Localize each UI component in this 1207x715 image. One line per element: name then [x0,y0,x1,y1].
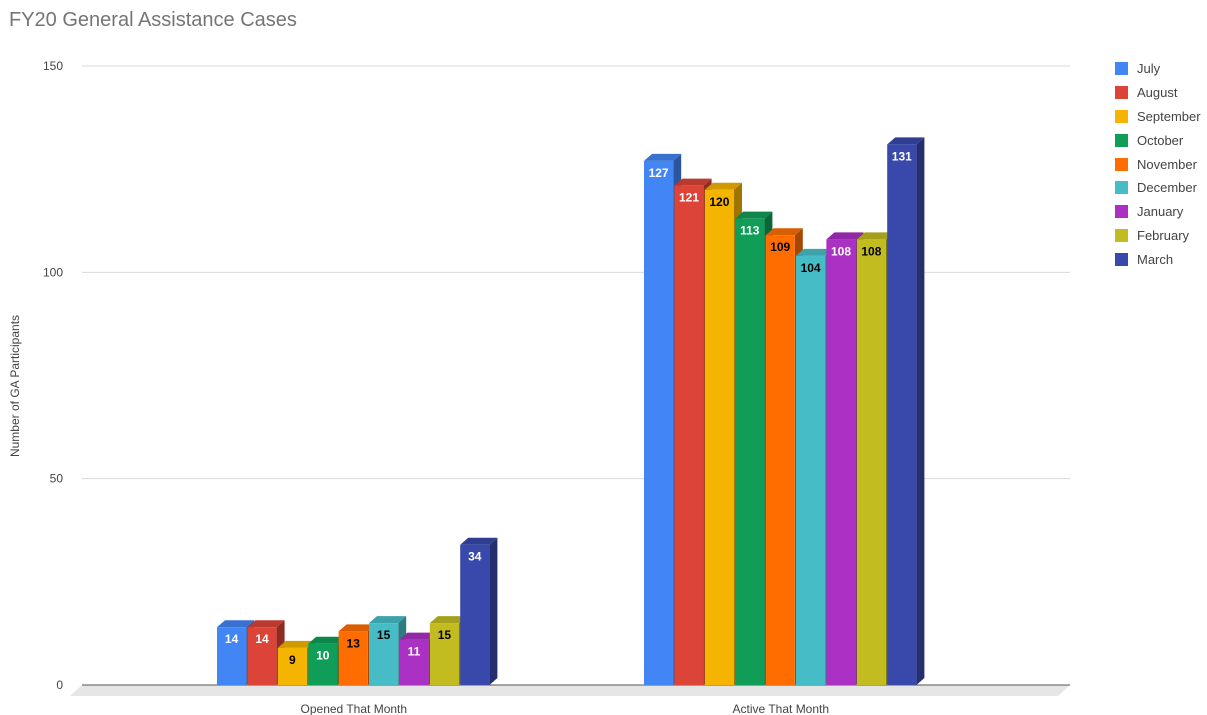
legend-item: March [1115,247,1201,271]
legend-item: September [1115,105,1201,129]
legend-swatch [1115,205,1128,219]
bar-top [796,248,834,256]
legend-swatch [1115,62,1128,76]
data-label: 10 [316,649,330,663]
bar-top [399,632,437,640]
bar-top [735,211,773,219]
bar-side [489,537,498,685]
data-label: 121 [679,191,699,205]
data-label: 108 [861,244,881,258]
legend-label: September [1137,108,1201,124]
bar [247,627,277,685]
bar [796,255,826,685]
bar-top [644,153,682,161]
x-category-label: Active That Month [733,702,830,715]
bar [338,631,368,685]
data-label: 109 [770,240,790,254]
data-label: 120 [709,195,729,209]
bar-top [277,640,315,648]
bar-top [765,228,803,236]
data-label: 34 [468,550,482,564]
legend-swatch [1115,228,1128,242]
legend-item: August [1115,81,1201,105]
bar [826,239,856,685]
legend-item: November [1115,152,1201,176]
legend-label: July [1137,61,1161,77]
legend-label: November [1137,156,1197,172]
data-label: 15 [377,628,391,642]
bar-top [460,537,498,545]
data-label: 14 [255,632,269,646]
data-label: 9 [289,653,296,667]
legend-label: March [1137,251,1174,267]
legend-label: January [1137,204,1184,220]
bar [217,627,247,685]
data-label: 127 [649,166,669,180]
data-label: 13 [347,636,361,650]
data-label: 113 [740,224,760,238]
bar-top [704,182,742,190]
bar [277,647,307,685]
chart-title: FY20 General Assistance Cases [9,9,297,31]
legend: July August September October November Decemb… [1115,57,1201,271]
legend-swatch [1115,86,1128,100]
bar-top [338,624,376,632]
bar-top [674,178,712,186]
y-tick-label: 150 [43,59,63,73]
bar [765,235,795,685]
data-label: 131 [892,149,912,163]
bar [856,239,886,685]
bar [735,218,765,686]
bar-top [247,620,285,628]
x-category-label: Opened That Month [301,702,408,715]
y-tick-label: 50 [50,472,64,486]
bar [460,544,490,685]
bar-top [887,137,925,145]
bar-top [429,616,467,624]
legend-label: February [1137,227,1190,243]
bar-top [856,232,894,240]
bar [369,623,399,685]
bar-top [217,620,255,628]
chart-floor [70,685,1070,696]
legend-item: October [1115,128,1201,152]
bar [429,623,459,685]
data-label: 14 [225,632,239,646]
bar-top [308,636,346,644]
legend-swatch [1115,109,1128,123]
bar-top [369,616,407,624]
legend-item: January [1115,200,1201,224]
data-label: 108 [831,244,851,258]
legend-label: December [1137,180,1197,196]
legend-swatch [1115,133,1128,147]
data-label: 104 [801,261,821,275]
bar [704,189,734,686]
legend-swatch [1115,181,1128,195]
legend-swatch [1115,157,1128,171]
y-tick-label: 0 [56,678,63,692]
bar-top [826,232,864,240]
data-label: 15 [438,628,452,642]
y-tick-label: 100 [43,265,63,279]
legend-item: July [1115,57,1201,81]
bar [308,643,338,685]
y-axis-title: Number of GA Participants [8,315,22,457]
data-label: 11 [408,645,421,659]
legend-item: December [1115,176,1201,200]
bar [399,639,429,685]
bar [674,185,704,685]
bar [644,160,674,685]
bar [887,144,917,685]
legend-item: February [1115,224,1201,248]
legend-label: October [1137,132,1184,148]
bar-side [916,137,925,685]
legend-swatch [1115,252,1128,266]
legend-label: August [1137,85,1178,101]
